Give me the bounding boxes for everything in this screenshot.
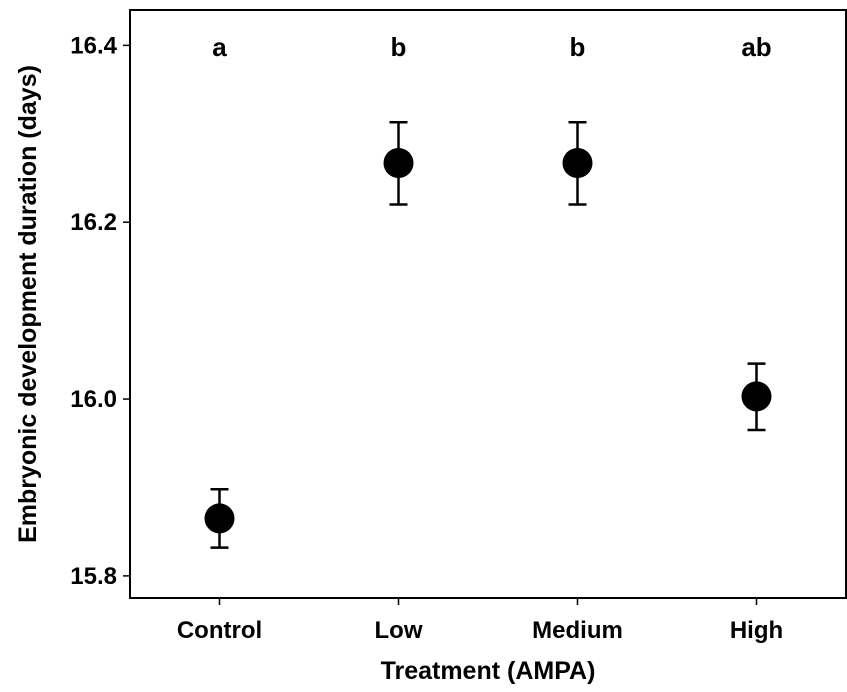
- x-tick-label: Low: [375, 617, 423, 644]
- data-point-group: [562, 121, 593, 206]
- significance-label: b: [391, 32, 407, 62]
- significance-label: a: [212, 32, 227, 62]
- plot-border: [129, 9, 847, 599]
- x-tick-label: Control: [177, 617, 262, 644]
- y-axis: 15.8 16.0 16.2 16.4: [70, 32, 130, 590]
- x-axis: Control Low Medium High: [177, 598, 783, 644]
- significance-labels: a b b ab: [212, 32, 771, 62]
- x-tick-label: High: [730, 617, 783, 644]
- data-point: [383, 147, 414, 178]
- x-axis-title: Treatment (AMPA): [381, 657, 596, 685]
- data-point: [562, 147, 593, 178]
- y-tick-label: 16.0: [70, 386, 117, 413]
- plot-panel: [129, 9, 847, 599]
- y-tick-label: 16.4: [70, 32, 117, 59]
- data-point: [741, 381, 772, 412]
- y-axis-title: Embryonic development duration (days): [14, 65, 42, 543]
- data-marks: [204, 121, 772, 549]
- data-point-group: [204, 487, 235, 549]
- significance-label: ab: [741, 32, 771, 62]
- significance-label: b: [570, 32, 586, 62]
- y-tick-label: 16.2: [70, 209, 117, 236]
- data-point-group: [383, 121, 414, 206]
- x-tick-label: Medium: [532, 617, 623, 644]
- data-point: [204, 503, 235, 534]
- data-point-group: [741, 362, 772, 432]
- y-tick-label: 15.8: [70, 563, 117, 590]
